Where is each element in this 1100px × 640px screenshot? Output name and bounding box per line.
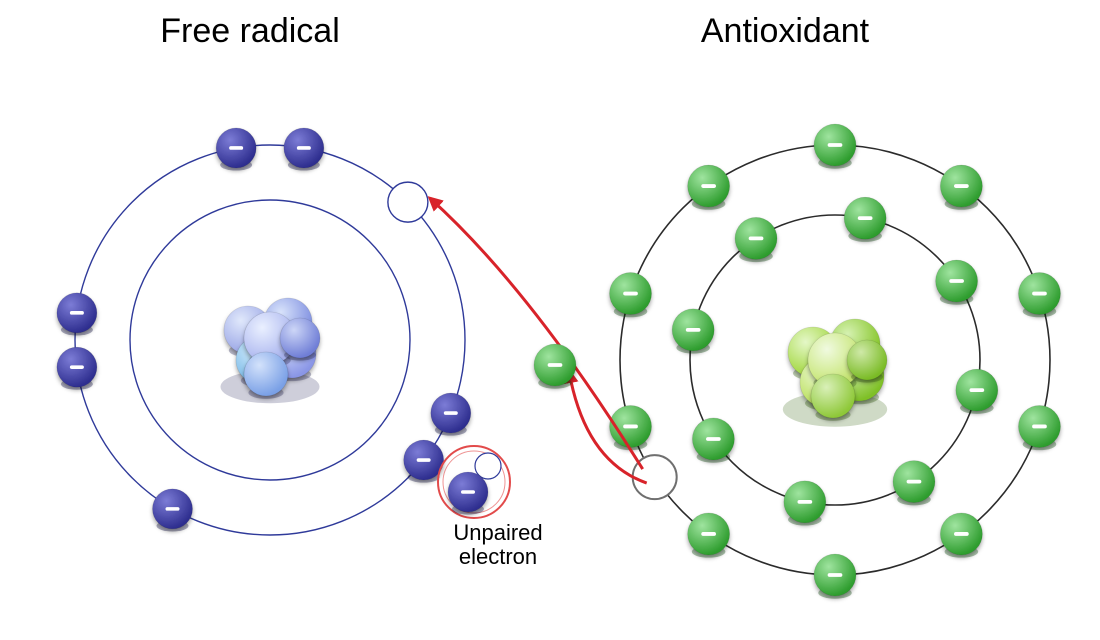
electron-unpaired <box>448 472 488 515</box>
antioxidant-atom <box>610 124 1061 599</box>
electron-green <box>940 513 982 558</box>
electron-blue <box>153 489 193 532</box>
electron-donated <box>534 344 576 389</box>
electron-blue <box>216 128 256 171</box>
electron-blue <box>57 347 97 390</box>
electron-green <box>1018 273 1060 318</box>
title-antioxidant: Antioxidant <box>701 12 870 50</box>
electron-green <box>844 197 886 242</box>
electron-green <box>688 513 730 558</box>
nucleus-right <box>783 319 887 427</box>
electron-blue <box>431 393 471 436</box>
nucleon <box>280 318 320 361</box>
vacancy-left <box>388 182 428 222</box>
nucleon <box>244 352 288 399</box>
electron-green <box>672 309 714 354</box>
electron-green <box>940 165 982 210</box>
electron-blue <box>284 128 324 171</box>
nucleon <box>811 374 855 421</box>
title-free-radical: Free radical <box>160 12 340 50</box>
electron-green <box>814 124 856 169</box>
nucleus-left <box>221 298 321 403</box>
nucleon <box>847 340 887 383</box>
electron-green <box>814 554 856 599</box>
electron-blue <box>57 293 97 336</box>
electron-green <box>1018 405 1060 450</box>
electron-green <box>692 418 734 463</box>
free-radical-atom <box>57 128 471 535</box>
electron-green <box>956 369 998 414</box>
electron-green <box>688 165 730 210</box>
unpaired-label: Unpairedelectron <box>453 520 542 569</box>
electron-green <box>784 481 826 526</box>
unpaired-electron-marker: Unpairedelectron <box>438 446 543 569</box>
electron-green <box>610 273 652 318</box>
electron-green <box>936 260 978 305</box>
electron-green <box>893 461 935 506</box>
electron-green <box>735 217 777 262</box>
